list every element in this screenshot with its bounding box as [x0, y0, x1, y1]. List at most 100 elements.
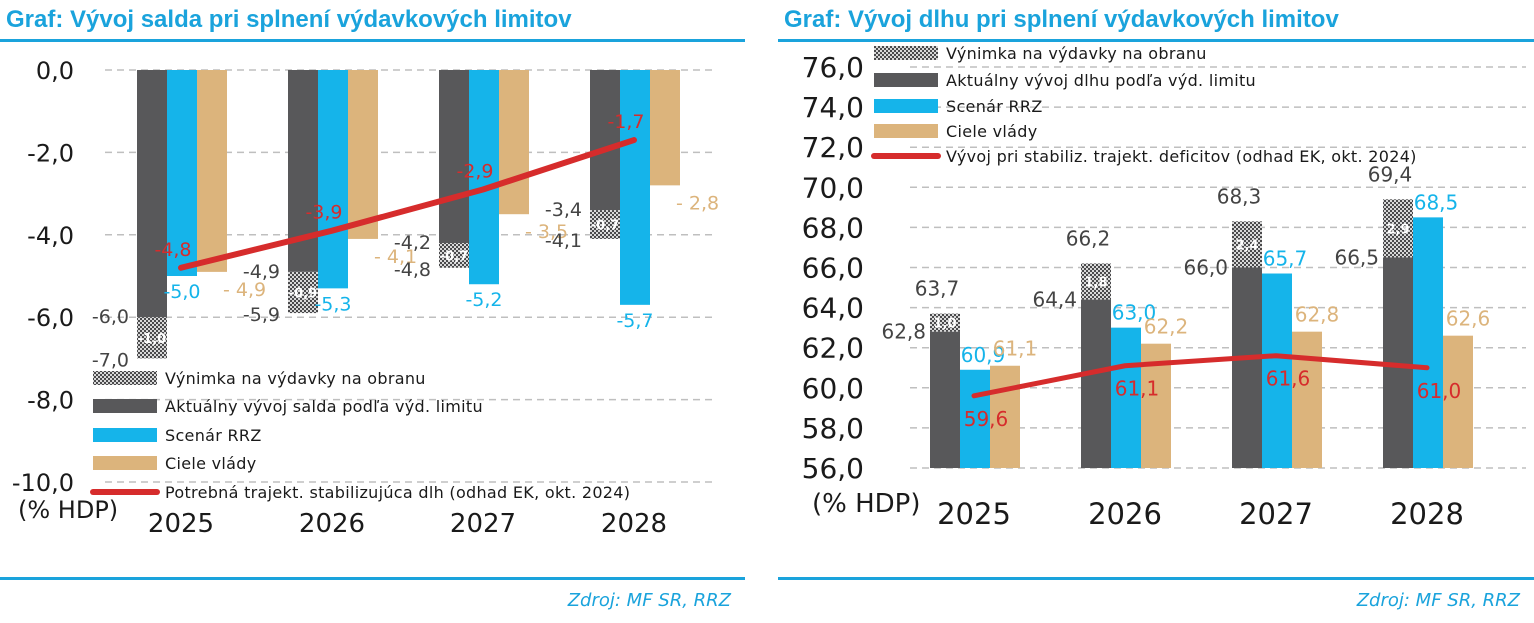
right-exception-value-label: 2,9: [1386, 222, 1409, 237]
right-trajectory-value-label: 61,6: [1266, 367, 1311, 391]
right-exception-value-label: 1,8: [1084, 276, 1107, 291]
left-ytick-label: -8,0: [27, 387, 74, 415]
right-total-value-label: 66,2: [1066, 226, 1111, 250]
right-goals-value-label: 61,1: [993, 337, 1038, 361]
right-bar-goals: [1292, 331, 1322, 468]
right-title-rule: [778, 39, 1534, 42]
left-chart-svg: 0,0-2,0-4,0-6,0-8,0-10,0(% HDP) 2025-6,0-…: [12, 57, 719, 539]
left-legend-swatch: [93, 371, 157, 385]
right-ytick-label: 56,0: [802, 452, 864, 485]
left-bar-rrz: [167, 70, 197, 276]
right-legend-label: Aktuálny vývoj dlhu podľa výd. limitu: [946, 71, 1256, 90]
left-exception-value-label: -1,0: [138, 332, 166, 347]
left-bar-goals: [197, 70, 227, 272]
left-legend-label: Scenár RRZ: [165, 426, 262, 445]
left-total-value-label: -7,0: [92, 349, 129, 371]
right-ytick-label: 68,0: [802, 211, 864, 244]
left-legend-label: Potrebná trajekt. stabilizujúca dlh (odh…: [165, 483, 630, 502]
left-bar-goals: [499, 70, 529, 215]
left-bar-actual: [439, 70, 469, 244]
left-bar-exception: [288, 271, 318, 314]
right-goals-value-label: 62,6: [1446, 307, 1491, 331]
right-ytick-label: 72,0: [802, 131, 864, 164]
left-trajectory-value-label: -1,7: [607, 111, 644, 133]
left-bar-goals: [650, 70, 680, 186]
right-ytick-label: 70,0: [802, 171, 864, 204]
right-actual-value-label: 66,5: [1334, 245, 1379, 269]
left-legend-swatch: [93, 456, 157, 470]
right-legend-label: Scenár RRZ: [946, 97, 1043, 116]
left-legend-label: Aktuálny vývoj salda podľa výd. limitu: [165, 397, 483, 416]
right-legend-label: Vývoj pri stabiliz. trajekt. deficitov (…: [946, 147, 1417, 166]
left-bottom-rule: [0, 577, 745, 580]
right-legend-swatch: [874, 73, 938, 87]
left-ytick-label: 0,0: [36, 57, 74, 85]
right-category-label: 2028: [1390, 497, 1464, 531]
right-exception-value-label: 1,0: [933, 317, 956, 332]
left-bar-actual: [590, 70, 620, 211]
right-ytick-label: 62,0: [802, 332, 864, 365]
right-legend-swatch: [874, 99, 938, 113]
right-trajectory-value-label: 61,0: [1417, 379, 1462, 403]
left-actual-value-label: -4,9: [243, 261, 280, 283]
left-ytick-label: -6,0: [27, 304, 74, 332]
left-rrz-value-label: -5,7: [616, 310, 653, 332]
right-bar-exception: [1383, 199, 1413, 258]
right-actual-value-label: 64,4: [1032, 288, 1077, 312]
right-trajectory-value-label: 59,6: [964, 407, 1009, 431]
left-total-value-label: -5,9: [243, 304, 280, 326]
right-ytick-label: 64,0: [802, 292, 864, 325]
left-total-value-label: -4,8: [394, 259, 431, 281]
right-category-label: 2026: [1088, 497, 1162, 531]
left-actual-value-label: -6,0: [92, 306, 129, 328]
right-source-note: Zdroj: MF SR, RRZ: [1356, 590, 1520, 611]
right-bar-rrz: [960, 369, 990, 468]
left-ytick-label: -2,0: [27, 139, 74, 167]
left-goals-value-label: - 4,9: [223, 279, 266, 301]
right-bar-rrz: [1111, 327, 1141, 468]
right-bar-rrz: [1413, 217, 1443, 468]
right-legend: Výnimka na výdavky na obranu Aktuálny výv…: [871, 44, 1417, 166]
left-total-value-label: -4,1: [545, 230, 582, 252]
right-bottom-rule: [778, 577, 1534, 580]
right-actual-value-label: 62,8: [881, 320, 926, 344]
right-legend-label: Ciele vlády: [946, 122, 1037, 141]
right-total-value-label: 69,4: [1368, 162, 1413, 186]
left-exception-value-label: -0,9: [289, 286, 317, 301]
left-exception-value-label: -0,7: [440, 249, 468, 264]
right-bar-exception: [930, 313, 960, 332]
right-bar-exception: [1081, 263, 1111, 300]
right-bar-goals: [990, 365, 1020, 468]
left-category-label: 2028: [601, 509, 667, 539]
left-trajectory-value-label: -3,9: [305, 202, 342, 224]
left-actual-value-label: -4,2: [394, 232, 431, 254]
right-ytick-label: 58,0: [802, 412, 864, 445]
left-ytick-label: -4,0: [27, 222, 74, 250]
left-bar-actual: [137, 70, 167, 318]
left-trajectory-line: [178, 137, 637, 271]
right-category-label: 2025: [937, 497, 1011, 531]
left-bar-rrz: [318, 70, 348, 289]
left-bar-exception: [137, 317, 167, 359]
right-exception-value-label: 2,4: [1235, 238, 1258, 253]
left-category-label: 2025: [148, 509, 214, 539]
right-legend-label: Výnimka na výdavky na obranu: [946, 44, 1207, 63]
left-legend-label: Ciele vlády: [165, 454, 256, 473]
left-trajectory-value-label: -2,9: [456, 160, 493, 182]
right-rrz-value-label: 65,7: [1263, 247, 1308, 271]
right-ytick-label: 74,0: [802, 91, 864, 124]
left-unit-label: (% HDP): [18, 496, 118, 524]
right-bar-actual: [1232, 267, 1262, 468]
left-chart-title: Graf: Vývoj salda pri splnení výdavkovýc…: [6, 6, 572, 33]
left-bar-exception: [590, 210, 620, 239]
left-category-label: 2026: [299, 509, 365, 539]
left-actual-value-label: -3,4: [545, 199, 582, 221]
left-goals-value-label: - 2,8: [676, 192, 719, 214]
right-legend-swatch: [874, 124, 938, 138]
left-bar-goals: [348, 70, 378, 239]
left-source-note: Zdroj: MF SR, RRZ: [567, 590, 731, 611]
left-goals-value-label: - 3,5: [525, 221, 568, 243]
right-rrz-value-label: 63,0: [1112, 301, 1157, 325]
left-exception-value-label: -0,7: [591, 219, 619, 234]
right-trajectory-line: [971, 353, 1430, 399]
